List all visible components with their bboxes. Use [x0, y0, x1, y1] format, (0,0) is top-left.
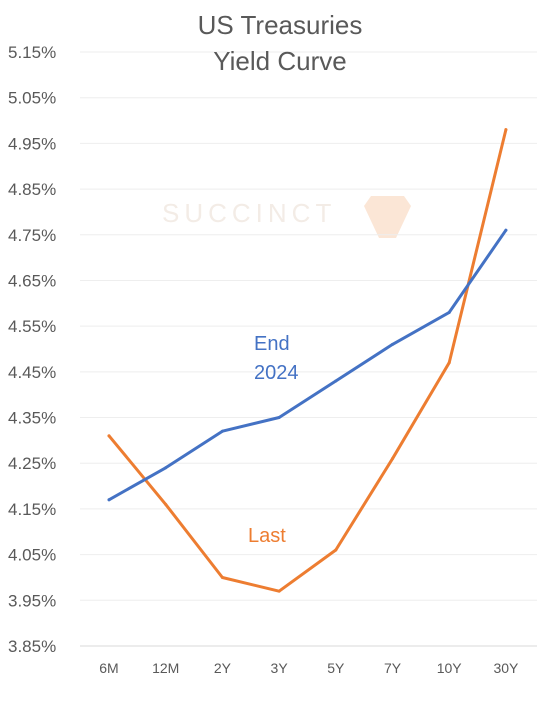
- y-tick-label: 4.15%: [8, 500, 56, 519]
- x-tick-label: 10Y: [437, 660, 463, 676]
- y-tick-label: 3.85%: [8, 637, 56, 656]
- y-tick-label: 3.95%: [8, 591, 56, 610]
- x-tick-label: 5Y: [327, 660, 345, 676]
- y-tick-label: 4.65%: [8, 271, 56, 290]
- x-axis: 6M 12M 2Y 3Y 5Y 7Y 10Y 30Y: [99, 660, 519, 676]
- data-point: [447, 310, 451, 314]
- data-point: [164, 502, 168, 506]
- data-point: [334, 548, 338, 552]
- x-tick-label: 12M: [152, 660, 179, 676]
- watermark: SUCCINCT: [162, 196, 411, 238]
- y-tick-label: 4.35%: [8, 409, 56, 428]
- x-tick-label: 7Y: [384, 660, 402, 676]
- x-tick-label: 30Y: [493, 660, 519, 676]
- data-point: [277, 416, 281, 420]
- chart-title-line-2: Yield Curve: [213, 46, 346, 76]
- data-point: [220, 575, 224, 579]
- series-label-end-2024-line-1: End: [254, 333, 290, 355]
- data-point: [504, 128, 508, 132]
- gridlines: [80, 51, 537, 647]
- x-tick-label: 3Y: [271, 660, 289, 676]
- series-line-last: [107, 128, 508, 593]
- y-tick-label: 4.85%: [8, 180, 56, 199]
- data-point: [447, 361, 451, 365]
- y-axis: 5.15% 5.05% 4.95% 4.85% 4.75% 4.65% 4.55% 4.45%…: [8, 43, 56, 656]
- watermark-logo: [364, 196, 411, 238]
- data-point: [107, 498, 111, 502]
- data-point: [504, 228, 508, 232]
- chart-title-line-1: US Treasuries: [198, 10, 363, 40]
- series-label-last: Last: [248, 525, 286, 547]
- data-point: [164, 466, 168, 470]
- y-tick-label: 4.25%: [8, 454, 56, 473]
- y-tick-label: 5.05%: [8, 89, 56, 108]
- chart-title: US Treasuries Yield Curve: [198, 10, 363, 76]
- watermark-text: SUCCINCT: [162, 198, 336, 228]
- series-label-end-2024-line-2: 2024: [254, 362, 299, 384]
- data-point: [334, 379, 338, 383]
- x-tick-label: 2Y: [214, 660, 232, 676]
- data-point: [107, 434, 111, 438]
- y-tick-label: 5.15%: [8, 43, 56, 62]
- data-point: [391, 342, 394, 346]
- series-line-end-2024: [107, 228, 508, 502]
- data-point: [220, 429, 224, 433]
- y-tick-label: 4.05%: [8, 546, 56, 565]
- y-tick-label: 4.95%: [8, 134, 56, 153]
- y-tick-label: 4.45%: [8, 363, 56, 382]
- series-labels: End 2024 Last: [248, 333, 299, 547]
- y-tick-label: 4.75%: [8, 226, 56, 245]
- x-tick-label: 6M: [99, 660, 118, 676]
- data-point: [277, 589, 281, 593]
- data-point: [391, 457, 394, 461]
- series-layer: [107, 128, 508, 593]
- y-tick-label: 4.55%: [8, 317, 56, 336]
